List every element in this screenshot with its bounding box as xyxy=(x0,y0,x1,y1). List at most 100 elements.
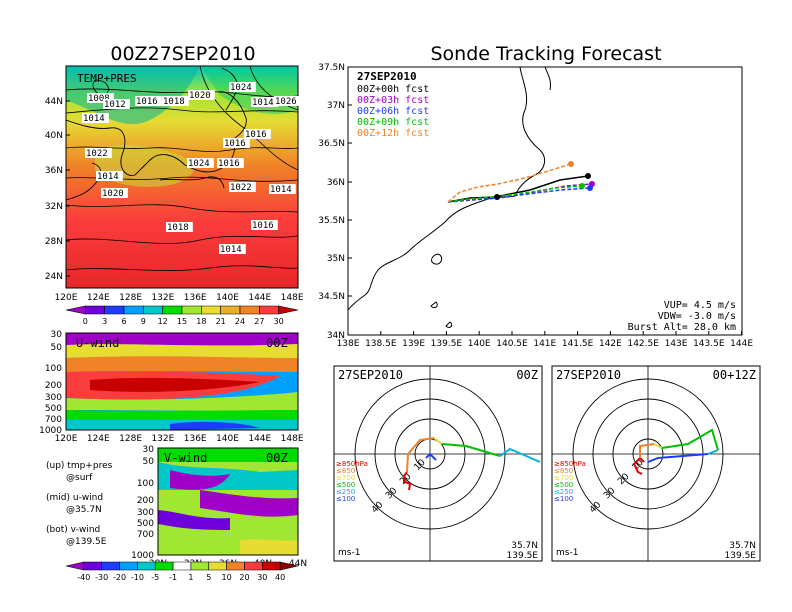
vwind-colorbar-swatch xyxy=(65,561,85,571)
lat-tick-label: 32N xyxy=(45,202,63,212)
pressure-tick-label: 500 xyxy=(45,404,62,414)
hodo-level-label: ≤250 xyxy=(336,488,355,496)
isobar-label: 1016 xyxy=(218,159,240,169)
lat-tick-label: 36N xyxy=(327,178,345,188)
hodo-lat: 35.7N xyxy=(511,541,538,551)
vwind-colorbar-swatch xyxy=(154,561,174,571)
lat-tick-label: 35N xyxy=(327,254,345,264)
lon-tick-label: 132E xyxy=(151,434,174,444)
note-line: @139.5E xyxy=(66,537,107,547)
pressure-tick-label: 30 xyxy=(51,330,63,340)
lon-tick-label: 144E xyxy=(248,434,271,444)
hodo-unit: ms-1 xyxy=(556,548,578,558)
pressure-tick-label: 100 xyxy=(45,364,62,374)
lon-tick-label: 138E xyxy=(337,339,360,349)
hodo-date: 27SEP2010 xyxy=(556,368,621,382)
lon-tick-label: 120E xyxy=(55,293,78,303)
lon-tick-label: 142.5E xyxy=(627,339,659,349)
vwind-colorbar-swatch xyxy=(208,561,227,571)
isobar-label: 1022 xyxy=(86,149,108,159)
lon-tick-label: 142E xyxy=(599,339,622,349)
vwind-colorbar-label: -20 xyxy=(113,573,126,582)
forecast-end-marker xyxy=(579,183,585,189)
isobar-label: 1008 xyxy=(88,94,110,104)
vwind-colorbar-swatch xyxy=(244,561,263,571)
vwind-colorbar-label: -40 xyxy=(77,573,90,582)
lon-tick-label: 120E xyxy=(55,434,78,444)
lon-tick-label: 144E xyxy=(730,339,753,349)
vdw-text: VDW= -3.0 m/s xyxy=(658,311,736,322)
hodo-lat: 35.7N xyxy=(729,541,756,551)
isobar-label: 1014 xyxy=(252,98,274,108)
hodo-level-label: ≤850 xyxy=(554,467,573,475)
hodo-level-label: ≤850 xyxy=(336,467,355,475)
hodo-lon: 139.5E xyxy=(725,551,757,561)
temp-colorbar-swatch xyxy=(104,305,125,315)
launch-marker xyxy=(494,194,500,200)
vwind-colorbar-swatch xyxy=(137,561,156,571)
isobar-label-bg xyxy=(101,188,128,198)
isobar-label: 1024 xyxy=(230,83,252,93)
isobar-label-bg xyxy=(103,99,130,109)
temp-colorbar-swatch xyxy=(239,305,260,315)
lon-tick-label: 140.5E xyxy=(496,339,528,349)
pressure-tick-label: 300 xyxy=(45,393,62,403)
lon-tick-label: 140E xyxy=(216,434,239,444)
isobar-label: 1026 xyxy=(275,97,297,107)
note-line: (bot) v-wind xyxy=(46,525,100,535)
temp-colorbar-label: 6 xyxy=(121,317,126,326)
uwind-time: 00Z xyxy=(266,336,288,350)
hodo-trace xyxy=(425,452,437,461)
pressure-tick-label: 1000 xyxy=(39,426,62,436)
pressure-tick-label: 30 xyxy=(143,445,155,455)
vwind-colorbar-label: -30 xyxy=(95,573,108,582)
pressure-tick-label: 1000 xyxy=(131,551,154,561)
note-line: @surf xyxy=(66,473,93,483)
temp-colorbar-swatch xyxy=(85,305,105,315)
forecast-end-marker xyxy=(585,173,591,179)
lon-tick-label: 140E xyxy=(468,339,491,349)
isobar-label-bg xyxy=(188,90,215,100)
isobar-label-bg xyxy=(217,158,244,168)
map-label: TEMP+PRES xyxy=(77,72,137,85)
isobar-label: 1020 xyxy=(189,91,211,101)
hodo-trace xyxy=(707,449,719,455)
left-title: 00Z27SEP2010 xyxy=(110,43,255,65)
hodo-time: 00+12Z xyxy=(713,368,756,382)
forecast-legend-item: 00Z+00h fcst xyxy=(357,84,429,95)
isobar-label-bg xyxy=(82,113,109,123)
isobar-label: 1016 xyxy=(245,130,267,140)
vup-text: VUP= 4.5 m/s xyxy=(664,300,736,311)
vwind-colorbar-swatch xyxy=(172,561,192,571)
isobar-label-bg xyxy=(166,222,193,232)
temp-colorbar-swatch xyxy=(65,305,86,315)
temp-colorbar-swatch xyxy=(123,305,144,315)
lon-tick-label: 136E xyxy=(184,293,207,303)
right-title: Sonde Tracking Forecast xyxy=(430,43,661,65)
track-date: 27SEP2010 xyxy=(357,70,417,83)
lon-tick-label: 144E xyxy=(248,293,271,303)
lat-tick-label: 37.5N xyxy=(318,63,345,73)
note-line: (mid) u-wind xyxy=(46,493,103,503)
isobar-label: 1014 xyxy=(220,245,242,255)
temp-colorbar-swatch xyxy=(201,305,221,315)
isobar-label: 1014 xyxy=(270,185,292,195)
lat-tick-label: 34.5N xyxy=(318,292,345,302)
pressure-tick-label: 200 xyxy=(45,381,62,391)
temp-colorbar-label: 15 xyxy=(177,317,187,326)
temp-colorbar-label: 24 xyxy=(235,317,245,326)
vwind-colorbar-swatch xyxy=(119,561,138,571)
pressure-tick-label: 700 xyxy=(137,530,154,540)
hodo-trace xyxy=(632,456,645,475)
isobar-label-bg xyxy=(162,96,189,106)
pressure-tick-label: 50 xyxy=(143,457,155,467)
temp-colorbar-swatch xyxy=(220,305,241,315)
vwind-colorbar-swatch xyxy=(190,561,210,571)
isobar-label-bg xyxy=(96,171,123,181)
isobar-label-bg xyxy=(244,129,271,139)
lat-tick-label: 44N xyxy=(289,559,307,569)
